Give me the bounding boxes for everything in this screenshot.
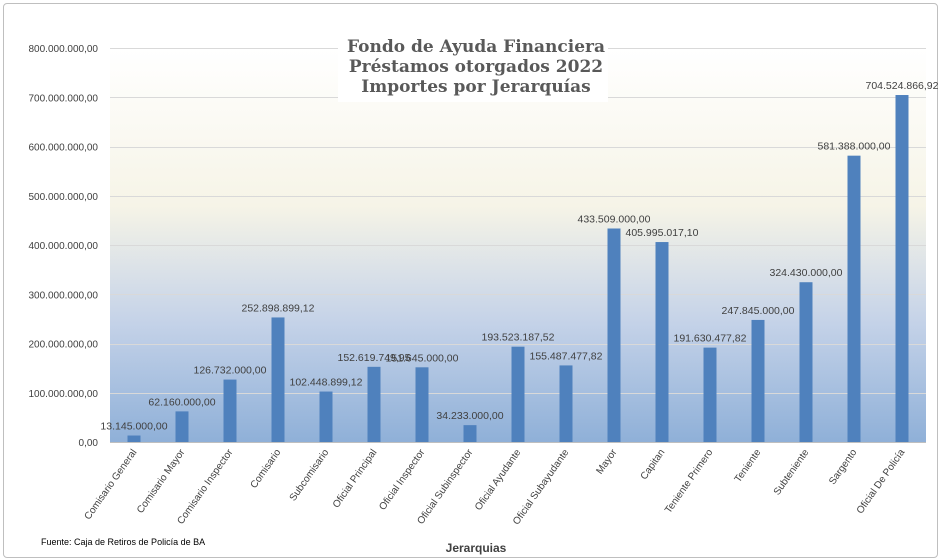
x-tick-label: Oficial De Policía [855,447,908,516]
title-line: Préstamos otorgados 2022 [349,57,603,77]
x-tick-label: Oficial Ayudante [473,447,524,513]
x-tick-label: Oficial Principal [331,447,380,510]
y-tick-label: 800.000.000,00 [28,44,98,55]
bar [223,379,237,442]
x-axis-label: Jerarquias [446,541,507,555]
data-label: 324.430.000,00 [770,267,843,279]
bar [367,366,381,442]
bar [799,282,813,442]
x-tick-label: Oficial Subinspector [415,447,475,527]
bar [607,228,621,442]
x-tick-label: Sargento [827,447,860,487]
y-tick-label: 700.000.000,00 [28,93,98,104]
bar [703,347,717,442]
y-tick-label: 0,00 [79,438,99,449]
y-tick-label: 100.000.000,00 [28,389,98,400]
bar [847,155,861,442]
bar [319,391,333,442]
y-tick-label: 300.000.000,00 [28,290,98,301]
y-tick-label: 500.000.000,00 [28,192,98,203]
x-tick-label: Teniente [733,447,764,485]
data-label: 151.645.000,00 [386,352,459,364]
x-tick-label: Mayor [595,447,620,477]
data-label: 581.388.000,00 [818,141,891,153]
bar [463,425,477,442]
data-label: 193.523.187,52 [482,332,555,344]
data-label: 155.487.477,82 [530,350,603,362]
bar [511,346,525,442]
data-label: 34.233.000,00 [436,410,503,422]
data-label: 13.145.000,00 [100,421,167,433]
bars [127,95,909,443]
bar [751,319,765,442]
data-label: 102.448.899,12 [290,377,363,389]
bar [127,435,141,442]
x-tick-label: Comisario Inspector [175,447,235,527]
title-line: Importes por Jerarquías [361,77,590,97]
data-label: 62.160.000,00 [148,396,215,408]
y-tick-label: 200.000.000,00 [28,340,98,351]
source-note: Fuente: Caja de Retiros de Policía de BA [41,537,205,547]
y-axis-ticks: 0,00 100.000.000,00 200.000.000,00 300.000.… [28,44,98,449]
data-label: 191.630.477,82 [674,333,747,345]
x-tick-label: Capitan [639,447,668,482]
bar [895,95,909,443]
data-label: 152.619.749,95 [338,352,411,364]
x-tick-label: Teniente Primero [663,447,716,516]
y-tick-label: 400.000.000,00 [28,241,98,252]
data-labels: 13.145.000,00 62.160.000,00 126.732.000,00… [100,80,938,433]
data-label: 126.732.000,00 [194,365,267,377]
data-label: 704.524.866,92 [866,80,939,92]
data-label: 405.995.017,10 [626,227,699,239]
x-tick-label: Comisario Mayor [135,447,188,516]
bar [175,411,189,442]
x-tick-label: Oficial Subayudante [511,447,572,527]
data-label: 247.845.000,00 [722,305,795,317]
bar [271,317,285,442]
x-tick-label: Oficial Inspector [377,447,428,513]
y-tick-label: 600.000.000,00 [28,143,98,154]
bar [655,242,669,442]
bar [415,367,429,442]
title-background [338,34,608,102]
data-label: 433.509.000,00 [578,213,651,225]
bar [559,365,573,442]
data-label: 252.898.899,12 [242,302,315,314]
x-tick-label: Subcomisario [288,447,332,503]
x-tick-label: Subteniente [772,447,812,497]
x-tick-label: Comisario [249,447,284,491]
title-line: Fondo de Ayuda Financiera [347,37,605,57]
x-tick-label: Comisario General [83,447,140,522]
